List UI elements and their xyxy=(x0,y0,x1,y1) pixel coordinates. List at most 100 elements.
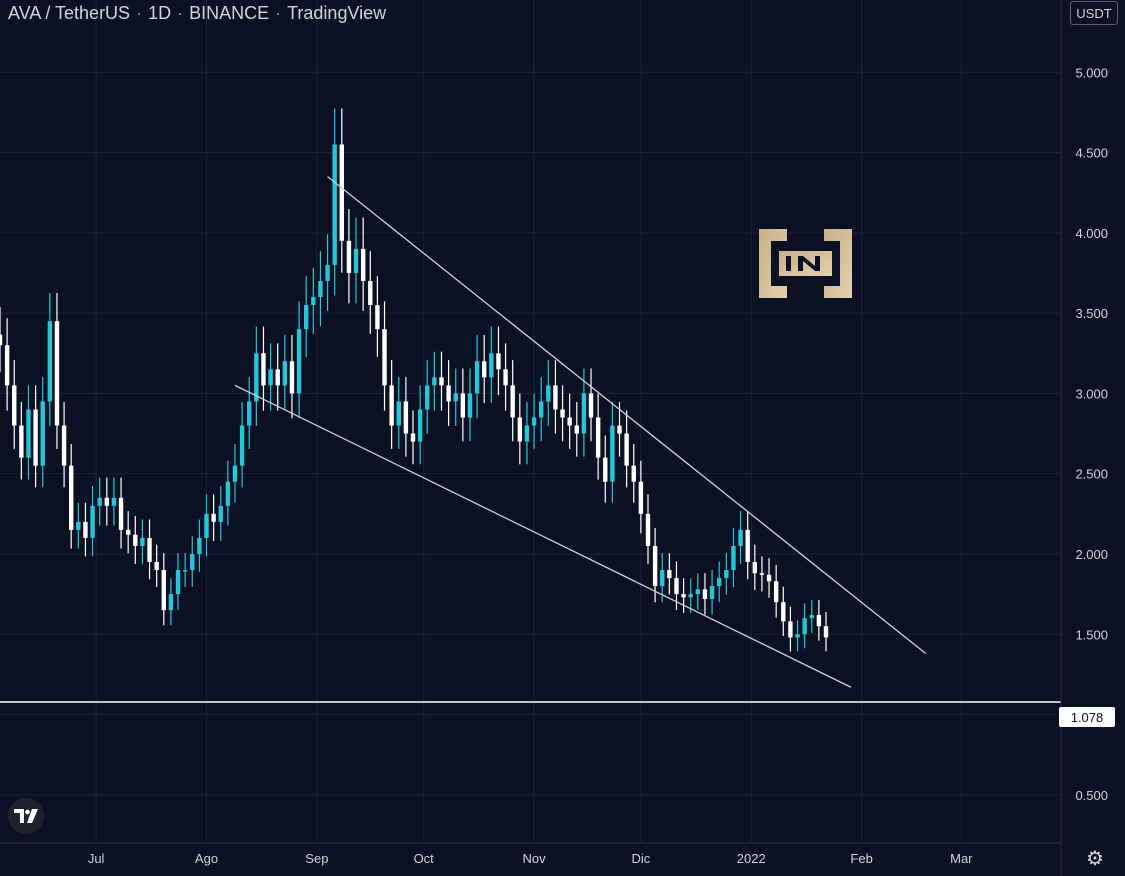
candle-body xyxy=(809,614,814,619)
interval-label[interactable]: 1D xyxy=(148,3,172,23)
candle-body xyxy=(802,618,807,635)
candle-body xyxy=(467,393,473,418)
tradingview-logo[interactable] xyxy=(8,798,44,834)
candle-body xyxy=(724,570,729,579)
candle-body xyxy=(40,401,45,466)
trendlines xyxy=(0,176,1061,703)
candle-body xyxy=(731,545,736,571)
candle-body xyxy=(709,586,715,599)
candle-body xyxy=(360,248,366,281)
candle-body xyxy=(12,385,17,426)
candle-body xyxy=(567,417,572,426)
price-tick-label: 2.500 xyxy=(1075,467,1108,482)
candle-body xyxy=(375,305,380,330)
candle-body xyxy=(681,594,686,598)
time-tick-label: Jul xyxy=(88,851,105,866)
price-tick-label: 2.000 xyxy=(1075,547,1108,562)
candle-body xyxy=(645,513,651,546)
candle-body xyxy=(595,417,601,458)
candle-body xyxy=(432,377,437,386)
time-tick-label: Sep xyxy=(305,851,328,866)
source-label: TradingView xyxy=(287,3,387,23)
candle-body xyxy=(396,401,401,426)
horizontal-line-price-badge: 1.078 xyxy=(1059,707,1115,727)
candle-body xyxy=(652,545,658,587)
candle-body xyxy=(588,393,594,418)
candle-body xyxy=(118,497,124,530)
candle-body xyxy=(26,409,31,458)
candle-body xyxy=(717,578,722,587)
time-tick-label: Ago xyxy=(195,851,218,866)
candle-body xyxy=(282,361,288,386)
candle-body xyxy=(232,465,238,482)
price-tick-label: 3.000 xyxy=(1075,386,1108,401)
candle-body xyxy=(303,305,309,330)
candle-body xyxy=(168,594,174,611)
candle-body xyxy=(254,353,259,402)
candle-body xyxy=(688,594,693,598)
candle-body xyxy=(624,433,629,466)
candlestick-series xyxy=(0,108,829,652)
candle-body xyxy=(318,281,323,298)
candle-body xyxy=(33,409,38,466)
candle-body xyxy=(581,393,587,434)
candle-body xyxy=(218,505,223,522)
candle-body xyxy=(161,570,166,611)
candle-body xyxy=(175,570,181,595)
candle-body xyxy=(403,401,409,434)
beincrypto-watermark-logo xyxy=(755,225,856,302)
candle-body xyxy=(296,329,302,394)
price-tick-label: 1.500 xyxy=(1075,627,1108,642)
candle-body xyxy=(389,385,394,426)
time-tick-label: 2022 xyxy=(737,851,766,866)
candle-body xyxy=(752,562,758,574)
candle-body xyxy=(531,417,537,426)
candle-body xyxy=(111,497,117,506)
candle-body xyxy=(382,329,387,386)
candle-body xyxy=(510,385,515,418)
candle-body xyxy=(410,433,416,442)
price-axis-labels: 5.000 4.500 4.000 3.500 3.000 2.500 2.000 1.500… xyxy=(1075,65,1108,803)
candle-body xyxy=(346,240,352,273)
candle-body xyxy=(738,529,743,546)
price-tick-label: 0.500 xyxy=(1075,788,1108,803)
candle-body xyxy=(453,393,458,402)
candle-body xyxy=(695,589,701,595)
price-tick-label: 3.500 xyxy=(1075,306,1108,321)
chart-title: AVA / TetherUS · 1D · BINANCE · TradingView xyxy=(8,3,387,23)
candle-body xyxy=(546,385,551,402)
price-tick-label: 4.000 xyxy=(1075,226,1108,241)
candle-body xyxy=(503,369,508,386)
candle-body xyxy=(603,457,608,482)
candle-body xyxy=(766,574,772,582)
candle-body xyxy=(553,385,558,410)
trendline-lower xyxy=(234,384,852,688)
candle-body xyxy=(702,589,708,599)
candle-body xyxy=(524,425,530,442)
candle-body xyxy=(225,481,231,506)
candle-body xyxy=(190,553,195,571)
candle-body xyxy=(446,385,451,402)
candle-body xyxy=(631,465,636,482)
candle-body xyxy=(538,401,544,418)
candle-body xyxy=(261,353,266,386)
candle-body xyxy=(617,425,622,434)
settings-gear-icon[interactable]: ⚙ xyxy=(1086,848,1104,870)
candle-body xyxy=(47,321,53,402)
candle-body xyxy=(574,425,579,434)
candle-body xyxy=(781,602,786,622)
time-tick-label: Dic xyxy=(631,851,650,866)
candle-body xyxy=(140,537,145,546)
candle-body xyxy=(325,264,330,281)
time-tick-label: Feb xyxy=(850,851,872,866)
candle-body xyxy=(54,321,60,426)
candle-body xyxy=(425,385,430,410)
candle-body xyxy=(489,353,494,378)
candle-body xyxy=(482,361,487,378)
candle-body xyxy=(104,497,110,506)
time-tick-label: Mar xyxy=(950,851,973,866)
currency-unit-badge[interactable]: USDT xyxy=(1070,1,1118,25)
candle-body xyxy=(76,521,81,530)
candle-body xyxy=(610,425,615,482)
